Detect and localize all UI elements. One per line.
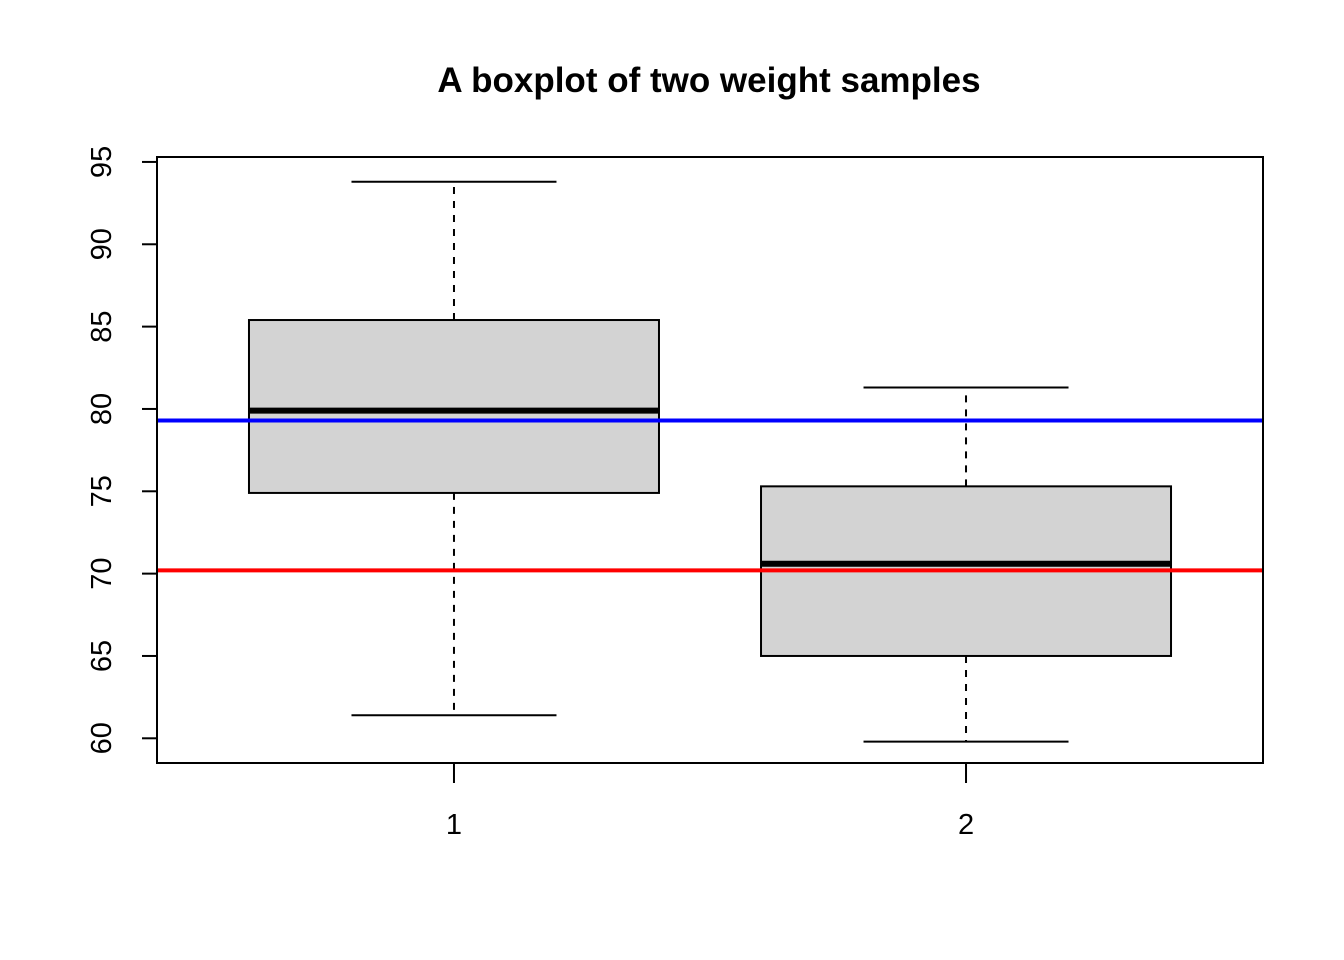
x-tick-label: 1 <box>446 809 462 841</box>
plot-frame <box>156 156 1264 764</box>
y-tick-label: 85 <box>86 310 118 342</box>
y-tick-label: 90 <box>86 228 118 260</box>
y-tick-label: 60 <box>86 722 118 754</box>
iqr-box <box>247 319 660 494</box>
y-axis: 60 65 70 75 80 85 90 95 <box>86 146 157 754</box>
box-group-2 <box>760 386 1173 743</box>
y-tick-label: 70 <box>86 557 118 589</box>
x-tick-label: 2 <box>958 809 974 841</box>
box-group-1 <box>247 180 660 717</box>
y-tick-label: 80 <box>86 393 118 425</box>
y-tick-label: 75 <box>86 475 118 507</box>
y-tick-label: 95 <box>86 146 118 178</box>
chart-title: A boxplot of two weight samples <box>437 61 980 100</box>
y-tick-label: 65 <box>86 640 118 672</box>
